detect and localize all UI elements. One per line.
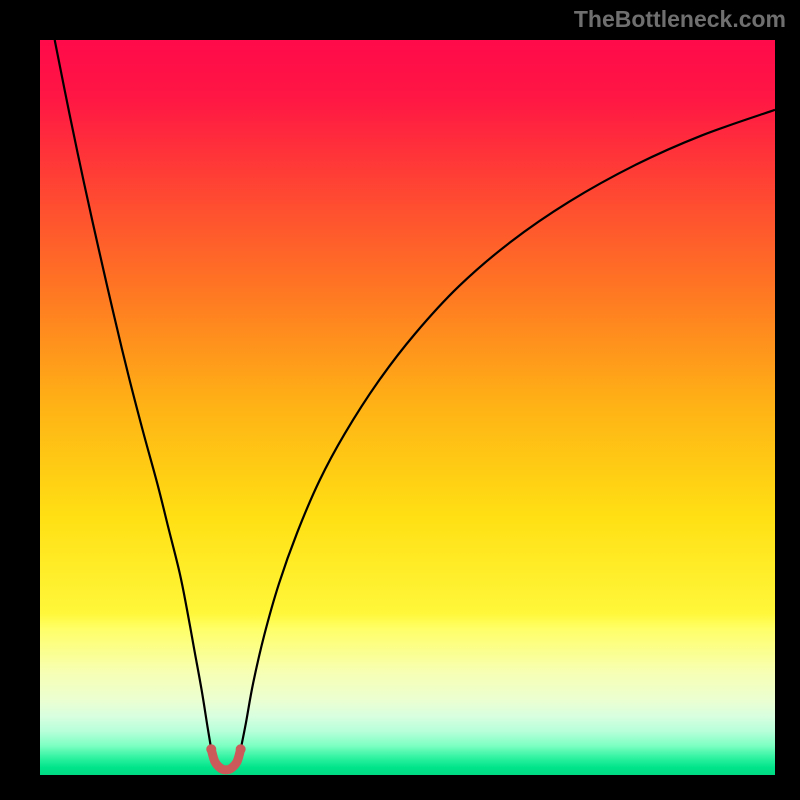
- watermark-text: TheBottleneck.com: [574, 6, 786, 33]
- u-marker-end-dot-left: [206, 744, 216, 754]
- bottleneck-plot: [40, 40, 775, 775]
- plot-svg: [40, 40, 775, 775]
- u-marker-end-dot-right: [236, 744, 246, 754]
